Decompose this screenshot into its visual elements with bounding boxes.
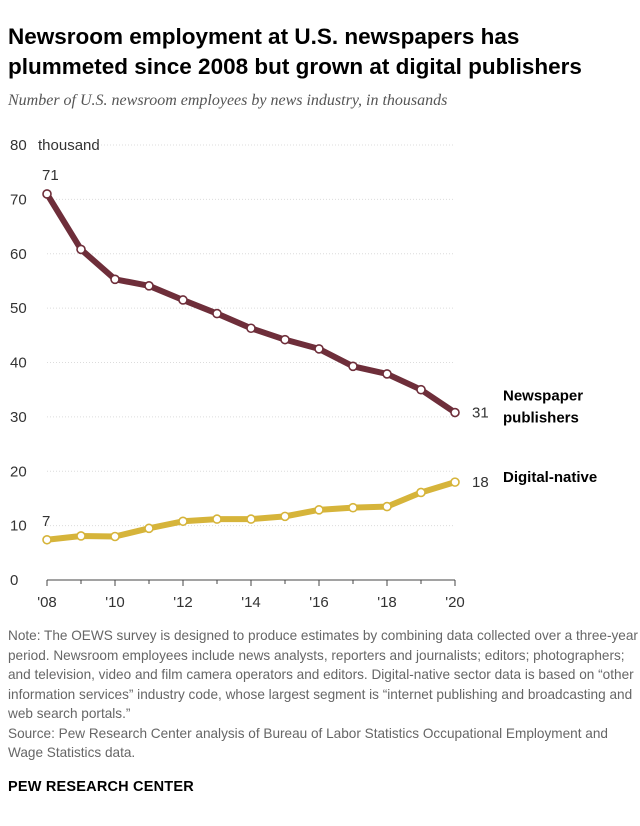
y-tick-label: 80 bbox=[10, 137, 27, 154]
chart-notes: Note: The OEWS survey is designed to pro… bbox=[8, 626, 638, 763]
data-point-digital-native bbox=[178, 516, 188, 527]
data-point-digital-native bbox=[382, 501, 392, 512]
data-point-newspaper-publishers bbox=[144, 281, 154, 291]
note-text: Note: The OEWS survey is designed to pro… bbox=[8, 628, 638, 721]
x-tick-label: '18 bbox=[377, 594, 397, 611]
y-tick-label: 40 bbox=[10, 355, 27, 372]
y-axis: 0 10 20 30 40 50 60 70 80 thousand bbox=[10, 137, 100, 589]
y-tick-label: 0 bbox=[10, 572, 18, 589]
source-text: Source: Pew Research Center analysis of … bbox=[8, 725, 608, 761]
data-point-newspaper-publishers bbox=[280, 334, 290, 345]
y-tick-label: 60 bbox=[10, 246, 27, 263]
x-axis: '08 '10 '12 '14 '16 '18 '20 bbox=[37, 580, 465, 611]
data-point-digital-native bbox=[110, 531, 120, 542]
y-unit-label: thousand bbox=[38, 137, 100, 154]
start-value-label-digital-native: 7 bbox=[42, 513, 50, 530]
y-tick-label: 70 bbox=[10, 191, 27, 208]
x-tick-label: '16 bbox=[309, 594, 329, 611]
data-point-newspaper-publishers bbox=[110, 274, 120, 285]
data-point-newspaper-publishers bbox=[382, 369, 392, 379]
x-tick-label: '10 bbox=[105, 594, 125, 611]
data-point-digital-native bbox=[314, 505, 324, 515]
data-point-newspaper-publishers bbox=[42, 189, 52, 199]
data-point-digital-native bbox=[348, 502, 358, 513]
data-point-digital-native bbox=[42, 534, 52, 545]
end-value-label-newspaper-publishers: 31 bbox=[472, 405, 489, 422]
data-point-newspaper-publishers bbox=[76, 244, 86, 255]
data-point-digital-native bbox=[144, 523, 154, 534]
data-point-digital-native bbox=[450, 477, 460, 487]
data-point-digital-native bbox=[416, 487, 426, 498]
series-line-newspaper-publishers bbox=[44, 190, 458, 416]
data-point-newspaper-publishers bbox=[246, 323, 256, 334]
start-value-label-newspaper-publishers: 71 bbox=[42, 167, 59, 184]
data-point-newspaper-publishers bbox=[314, 344, 324, 354]
line-chart: 0 10 20 30 40 50 60 70 80 thousand '08 '10 '12 '14 '1… bbox=[10, 137, 597, 611]
data-point-newspaper-publishers bbox=[348, 361, 358, 372]
chart-title: Newsroom employment at U.S. newspapers h… bbox=[8, 24, 582, 79]
y-tick-label: 30 bbox=[10, 409, 27, 426]
data-point-newspaper-publishers bbox=[178, 295, 188, 305]
chart-subtitle: Number of U.S. newsroom employees by new… bbox=[8, 92, 448, 109]
data-labels: 71 31 7 18 Newspaper publishers Digital-native bbox=[42, 167, 597, 530]
series-line-digital-native bbox=[44, 479, 458, 543]
data-point-newspaper-publishers bbox=[212, 308, 222, 319]
brand-logo-text: PEW RESEARCH CENTER bbox=[8, 779, 194, 795]
data-point-digital-native bbox=[212, 514, 222, 524]
y-tick-label: 10 bbox=[10, 518, 27, 535]
data-point-newspaper-publishers bbox=[450, 407, 460, 418]
series-label-newspaper-publishers: Newspaper publishers bbox=[503, 388, 583, 427]
data-point-digital-native bbox=[76, 531, 86, 541]
x-tick-label: '08 bbox=[37, 594, 57, 611]
data-point-digital-native bbox=[280, 511, 290, 522]
data-point-newspaper-publishers bbox=[416, 384, 426, 395]
y-tick-label: 20 bbox=[10, 463, 27, 480]
end-value-label-digital-native: 18 bbox=[472, 474, 489, 491]
y-tick-label: 50 bbox=[10, 300, 27, 317]
gridlines bbox=[47, 144, 455, 581]
data-point-digital-native bbox=[246, 514, 256, 524]
series-label-digital-native: Digital-native bbox=[503, 469, 597, 486]
x-tick-label: '20 bbox=[445, 594, 465, 611]
x-tick-label: '14 bbox=[241, 594, 261, 611]
series-group bbox=[42, 189, 460, 545]
x-tick-label: '12 bbox=[173, 594, 193, 611]
